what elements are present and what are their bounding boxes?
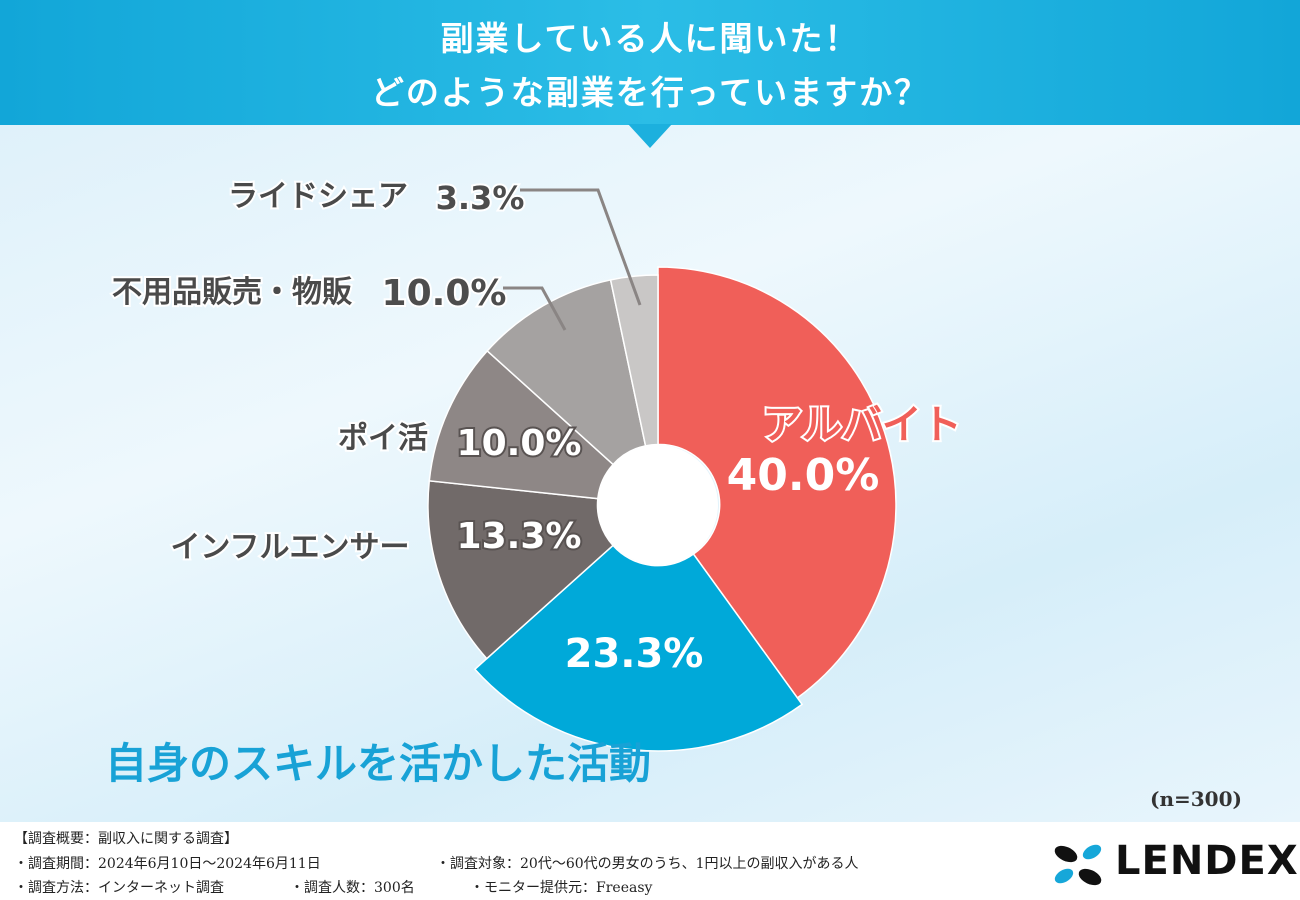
survey-heading: 【調査概要：副収入に関する調査】 [14, 831, 238, 847]
survey-provider: ・モニター提供元：Freeasy [470, 880, 653, 896]
value-label-1: 23.3% [565, 631, 704, 677]
leader-line-5 [520, 188, 642, 306]
value-label-5: 3.3% [436, 179, 525, 217]
category-label-3: ポイ活 [338, 421, 428, 456]
survey-method: ・調査方法：インターネット調査 [14, 880, 224, 896]
category-label-5: ライドシェア [228, 179, 408, 214]
skill-callout: 自身のスキルを活かした活動 [105, 739, 652, 788]
lendex-logo-icon [1054, 844, 1102, 886]
slice-3 [428, 349, 615, 500]
title-line-2: どのような副業を行っていますか？ [370, 73, 930, 112]
slice-5 [609, 274, 659, 447]
donut-hole [598, 445, 718, 565]
slice-0 [657, 266, 897, 699]
banner-pointer [628, 124, 672, 148]
value-label-3: 10.0% [457, 423, 582, 464]
value-label-2: 13.3% [457, 516, 582, 557]
survey-period: ・調査期間：2024年6月10日〜2024年6月11日 [14, 856, 321, 872]
slice-4 [486, 279, 647, 466]
leader-line-4 [503, 286, 567, 331]
footer: 【調査概要：副収入に関する調査】 ・調査期間：2024年6月10日〜2024年6… [0, 822, 1300, 900]
value-label-4: 10.0% [382, 273, 507, 314]
survey-respondents: ・調査人数：300名 [290, 880, 415, 896]
survey-target: ・調査対象：20代〜60代の男女のうち、1円以上の副収入がある人 [436, 856, 859, 872]
lendex-logo-text: LENDEX [1115, 838, 1299, 884]
title-banner [0, 0, 1300, 125]
sample-size: (n=300) [1150, 787, 1242, 811]
slice-2 [427, 479, 615, 660]
category-label-0: アルバイト [762, 402, 962, 448]
title-line-1: 副業している人に聞いた！ [440, 19, 860, 58]
value-label-0: 40.0% [727, 450, 880, 501]
category-label-4: 不用品販売・物販 [112, 275, 353, 310]
category-label-2: インフルエンサー [170, 530, 409, 565]
